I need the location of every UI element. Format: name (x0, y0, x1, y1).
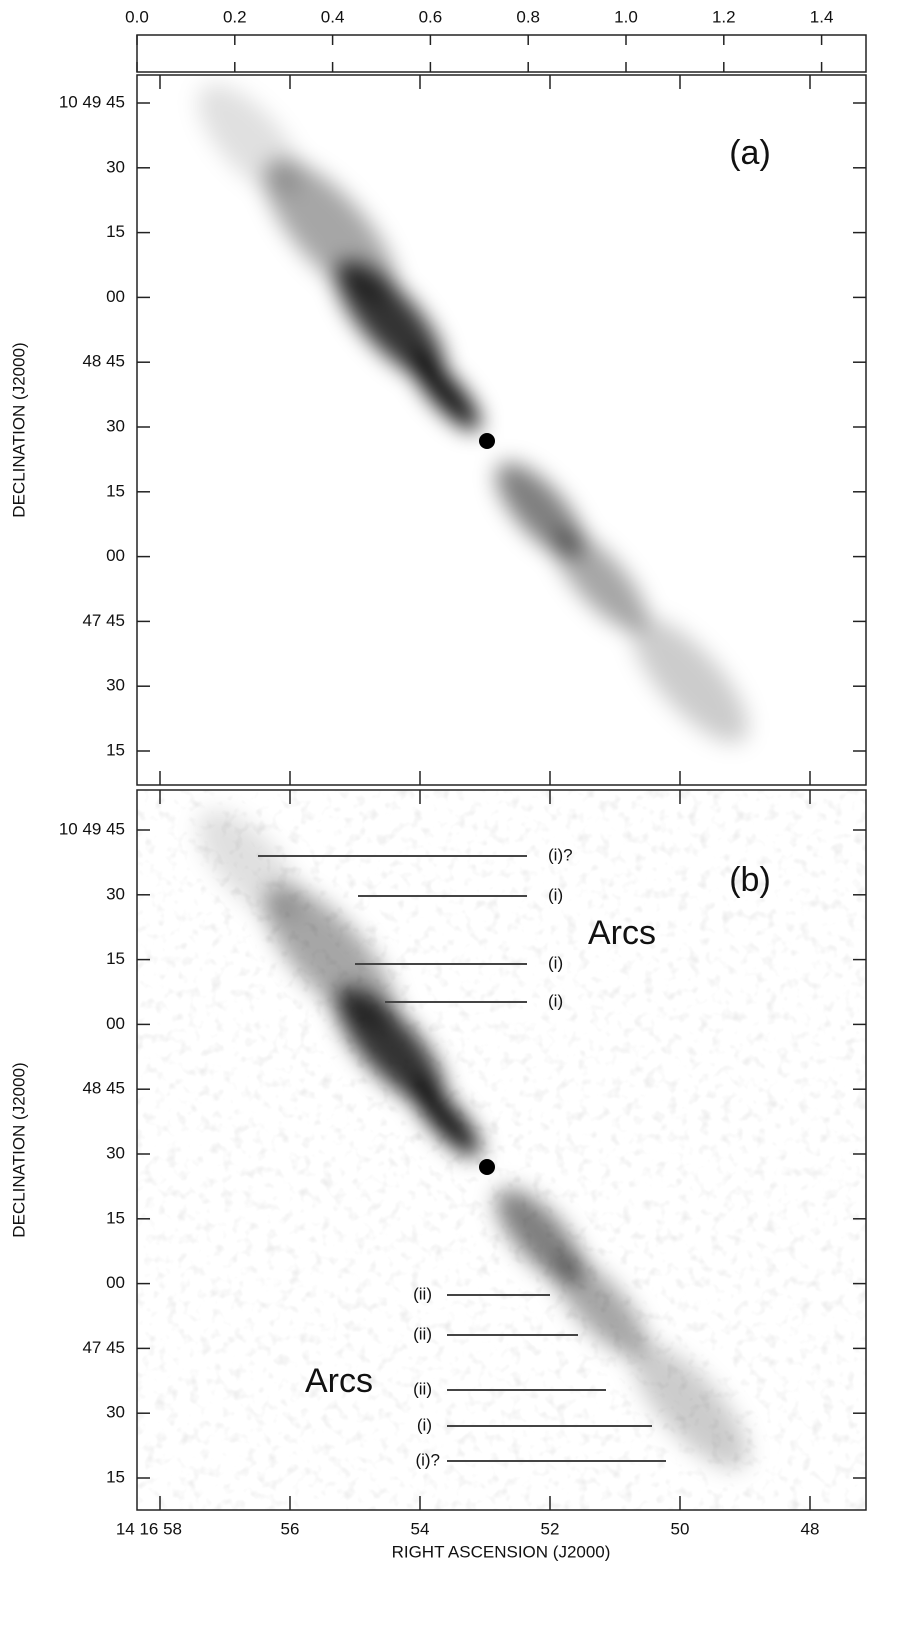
colorbar-tick-label: 1.2 (712, 7, 736, 26)
arcs-label: Arcs (588, 914, 656, 952)
y-tick-label: 00 (106, 287, 125, 306)
panel-a-frame (136, 74, 867, 786)
y-tick-label: 30 (106, 884, 125, 903)
x-tick-label: 48 (801, 1519, 820, 1538)
annotation-label: (ii) (413, 1284, 432, 1303)
y-tick-label: 48 45 (82, 352, 125, 371)
x-tick-label: 54 (411, 1519, 430, 1538)
y-tick-label: 30 (106, 1143, 125, 1162)
annotation-label: (i) (548, 885, 563, 904)
panel-label: (b) (729, 861, 771, 899)
colorbar-tick-label: 0.8 (516, 7, 540, 26)
y-tick-label: 15 (106, 1467, 125, 1486)
y-tick-label: 00 (106, 546, 125, 565)
y-tick-label: 10 49 45 (59, 92, 125, 111)
colorbar-tick-label: 1.4 (810, 7, 834, 26)
y-axis-label: DECLINATION (J2000) (9, 342, 28, 517)
colorbar-tick-label: 0.6 (419, 7, 443, 26)
colorbar-tick-label: 0.0 (125, 7, 149, 26)
x-tick-label: 14 16 58 (116, 1519, 182, 1538)
annotation-label: (i) (417, 1415, 432, 1434)
annotation-label: (i)? (415, 1450, 440, 1469)
annotation-label: (i)? (548, 845, 573, 864)
y-tick-label: 00 (106, 1273, 125, 1292)
y-tick-label: 15 (106, 1208, 125, 1227)
colorbar (136, 34, 867, 73)
colorbar-tick-label: 0.2 (223, 7, 247, 26)
y-tick-label: 15 (106, 222, 125, 241)
x-tick-label: 56 (281, 1519, 300, 1538)
y-tick-label: 10 49 45 (59, 819, 125, 838)
y-tick-label: 30 (106, 1403, 125, 1422)
x-tick-label: 52 (541, 1519, 560, 1538)
y-tick-label: 47 45 (82, 611, 125, 630)
colorbar-tick-label: 0.4 (321, 7, 345, 26)
x-axis-label: RIGHT ASCENSION (J2000) (392, 1542, 611, 1561)
y-tick-label: 15 (106, 740, 125, 759)
image-a (181, 68, 766, 760)
y-tick-label: 30 (106, 157, 125, 176)
y-axis-label: DECLINATION (J2000) (9, 1062, 28, 1237)
panel-b-frame (136, 789, 867, 1511)
colorbar-tick-label: 1.0 (614, 7, 638, 26)
y-tick-label: 30 (106, 676, 125, 695)
panel-label: (a) (729, 134, 771, 172)
y-tick-label: 30 (106, 416, 125, 435)
y-tick-label: 47 45 (82, 1338, 125, 1357)
annotation-label: (i) (548, 991, 563, 1010)
annotation-label: (ii) (413, 1379, 432, 1398)
y-tick-label: 00 (106, 1014, 125, 1033)
y-tick-label: 15 (106, 481, 125, 500)
arcs-label: Arcs (305, 1362, 373, 1400)
y-tick-label: 15 (106, 949, 125, 968)
annotation-label: (ii) (413, 1324, 432, 1343)
x-tick-label: 50 (671, 1519, 690, 1538)
annotation-label: (i) (548, 953, 563, 972)
y-tick-label: 48 45 (82, 1079, 125, 1098)
